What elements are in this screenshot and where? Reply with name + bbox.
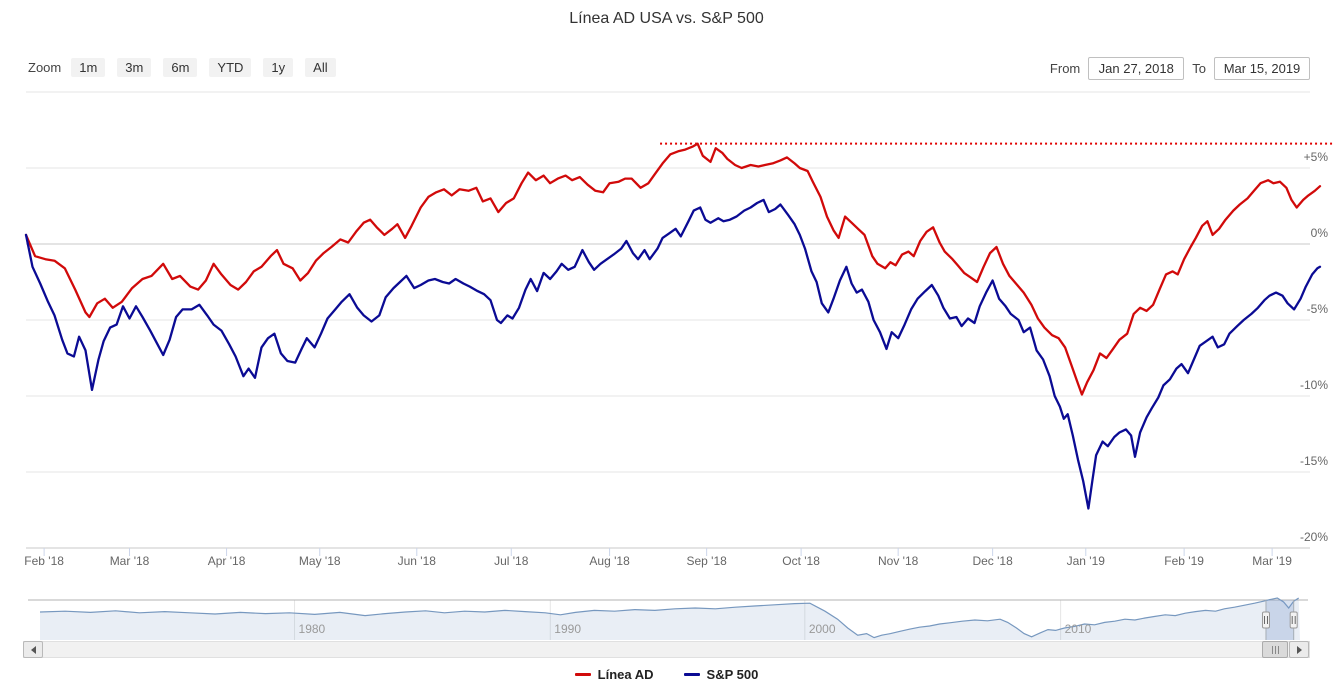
y-axis-label: -15% [1299, 454, 1328, 468]
x-axis-label: Jul '18 [494, 554, 529, 568]
x-axis-label: Dec '18 [972, 554, 1013, 568]
from-date-input[interactable] [1088, 57, 1185, 80]
zoom-button-all[interactable]: All [305, 58, 336, 77]
sp500-series [24, 198, 1322, 510]
zoom-button-1m[interactable]: 1m [71, 58, 106, 77]
x-axis-label: Nov '18 [877, 554, 919, 568]
x-axis-label: Mar '18 [109, 554, 150, 568]
legend-item-s-p-500[interactable]: S&P 500 [683, 667, 759, 682]
zoom-button-ytd[interactable]: YTD [209, 58, 252, 77]
grip-icon [1271, 645, 1273, 654]
from-label: From [1049, 61, 1081, 76]
right-arrow-icon [1296, 645, 1302, 654]
x-axis-label: Feb '18 [24, 554, 64, 568]
linea-ad-series [24, 142, 1322, 396]
y-axis-label: -20% [1299, 530, 1328, 544]
legend-label: Línea AD [597, 667, 654, 682]
x-axis-label: May '18 [298, 554, 341, 568]
left-arrow-icon [30, 645, 36, 654]
x-axis-label: Jun '18 [397, 554, 436, 568]
date-range-selector: From To [1042, 57, 1310, 80]
navigator-selected-range[interactable] [1265, 600, 1294, 640]
navigator-year-label: 1980 [298, 622, 326, 636]
x-axis-label: Mar '19 [1252, 554, 1292, 568]
navigator-series [39, 597, 1300, 639]
zoom-button-6m[interactable]: 6m [163, 58, 198, 77]
scrollbar-thumb[interactable] [1262, 641, 1288, 658]
legend-line-icon [683, 673, 700, 676]
grip-icon [1277, 645, 1279, 654]
legend-label: S&P 500 [706, 667, 759, 682]
legend: Línea AD S&P 500 [0, 667, 1333, 682]
navigator-right-handle[interactable] [1289, 611, 1298, 629]
y-axis-label: -5% [1306, 302, 1328, 316]
to-label: To [1192, 61, 1206, 76]
x-axis-label: Apr '18 [207, 554, 246, 568]
navigator-left-handle[interactable] [1261, 611, 1270, 629]
to-date-input[interactable] [1214, 57, 1310, 80]
navigator-year-label: 2010 [1064, 622, 1092, 636]
grip-icon [1274, 645, 1276, 654]
chart-title: Línea AD USA vs. S&P 500 [569, 10, 764, 27]
zoom-button-1y[interactable]: 1y [263, 58, 294, 77]
zoom-buttons: 1m 3m 6m YTD 1y All [71, 58, 347, 77]
scrollbar-track[interactable] [23, 641, 1310, 658]
navigator-year-label: 1990 [554, 622, 581, 636]
y-axis-label: 0% [1310, 226, 1328, 240]
navigator-area [40, 598, 1300, 640]
legend-line-icon [574, 673, 591, 676]
navigator-year-label: 2000 [808, 622, 836, 636]
scrollbar-right-button[interactable] [1289, 641, 1309, 658]
x-axis-label: Feb '19 [1164, 554, 1204, 568]
x-axis-label: Oct '18 [782, 554, 820, 568]
scrollbar-left-button[interactable] [23, 641, 43, 658]
zoom-button-3m[interactable]: 3m [117, 58, 152, 77]
zoom-label: Zoom [28, 60, 62, 75]
y-axis-label: +5% [1303, 150, 1328, 164]
x-axis-label: Aug '18 [589, 554, 630, 568]
zoom-button-group: Zoom 1m 3m 6m YTD 1y All [28, 58, 348, 77]
y-axis-label: -10% [1299, 378, 1328, 392]
x-axis-label: Sep '18 [686, 554, 727, 568]
legend-item-l-nea-ad[interactable]: Línea AD [574, 667, 654, 682]
x-axis-label: Jan '19 [1066, 554, 1105, 568]
